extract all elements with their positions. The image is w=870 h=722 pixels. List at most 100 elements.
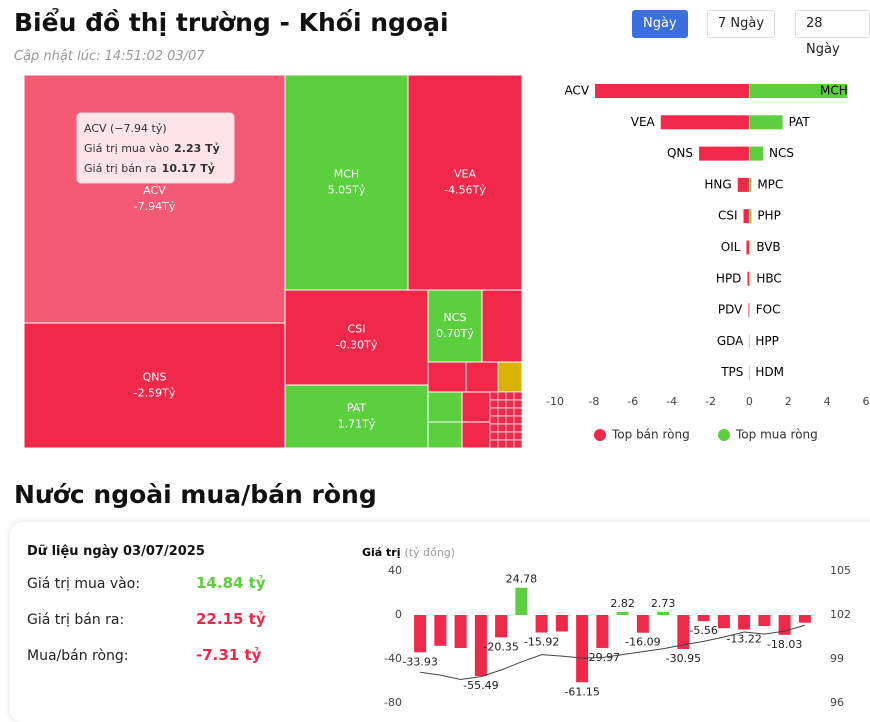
category-label: HBC [756,271,781,285]
x-tick-label: -2 [705,395,716,408]
treemap-small [506,400,514,408]
bar [617,612,629,615]
tile-name: CSI [348,323,366,336]
treemap-tile [285,385,428,448]
treemap-small [490,424,498,432]
bar [799,615,811,623]
bar [536,615,548,633]
x-tick-label: 2 [785,395,792,408]
bar [595,84,749,98]
bar [556,615,568,632]
tooltip-line: Giá trị bán ra 10.17 Tỷ [84,162,215,175]
legend-label: Top bán ròng [611,428,690,442]
treemap-small [482,290,522,362]
data-label: -15.92 [524,636,559,649]
treemap-small [514,408,522,416]
tile-name: VEA [454,168,476,181]
tab[interactable]: 7 Ngày [707,10,775,38]
category-label: OIL [721,240,741,254]
summary-label: Giá trị mua vào: [27,576,140,592]
bar [657,612,669,615]
y-tick-label: 40 [388,564,402,577]
treemap-small [498,408,506,416]
tooltip-line: ACV (−7.94 tỷ) [84,122,167,135]
category-label: HDM [755,365,784,379]
treemap-small [490,440,498,448]
bar [455,615,467,648]
treemap-small [498,432,506,440]
bar [699,147,749,161]
summary-value: -7.31 tỷ [196,646,261,664]
bar [637,615,649,633]
bar [749,115,782,129]
treemap-small [506,416,514,424]
bar [738,178,750,192]
treemap-tile [428,290,482,362]
tab[interactable]: Ngày [632,10,688,38]
category-label: HPD [716,271,742,285]
legend-label: Top mua ròng [735,428,818,442]
bar [434,615,446,646]
category-label: TPS [720,365,743,379]
treemap-small [514,400,522,408]
bar [515,588,527,615]
axis-unit: (tỷ đồng) [405,546,456,559]
tooltip-value: 2.23 Tỷ [174,142,220,155]
treemap-small [498,424,506,432]
bar [749,147,763,161]
x-tick-label: 0 [746,395,753,408]
data-label: -5.56 [689,624,717,637]
bar [718,615,730,628]
tile-value: 1.71Tỷ [338,418,376,431]
treemap-small [428,392,462,422]
category-label: PHP [757,209,781,223]
tile-name: PAT [347,402,367,415]
tile-value: 0.70Tỷ [436,327,474,340]
treemap-small [428,422,462,448]
treemap-small [490,392,498,400]
data-label: -55.49 [463,679,498,692]
tile-name: QNS [143,371,167,384]
tile-value: 5.05Tỷ [328,184,366,197]
category-label: QNS [667,146,693,160]
data-label: -18.03 [767,638,802,651]
y2-tick-label: 102 [830,608,851,621]
tab[interactable]: 28 Ngày [795,10,870,38]
category-label: VEA [631,115,656,129]
treemap-small [462,392,490,422]
legend-marker [718,429,730,441]
x-tick-label: -10 [546,395,564,408]
bar [661,115,750,129]
category-label: HNG [704,177,731,191]
bar [414,615,426,652]
category-label: PAT [789,115,811,129]
tile-value: -7.94Tỷ [134,200,176,213]
data-label: 2.73 [651,597,676,610]
category-label: HPP [755,334,779,348]
data-label: -20.35 [483,640,518,653]
treemap-small [498,400,506,408]
treemap-small [498,392,506,400]
x-tick-label: -8 [588,395,599,408]
y-tick-label: -40 [384,652,402,665]
summary-label: Mua/bán ròng: [27,648,129,664]
data-label: 2.82 [610,597,635,610]
treemap-small [506,440,514,448]
tooltip-value: 10.17 Tỷ [162,162,215,175]
tooltip-label: ACV (−7.94 tỷ) [84,122,167,135]
category-label: NCS [769,146,794,160]
treemap-small [428,362,466,392]
tile-name: MCH [334,168,359,181]
data-label: -61.15 [564,685,599,698]
tooltip-label: Giá trị bán ra [84,162,157,175]
category-label: BVB [756,240,780,254]
legend-marker [594,429,606,441]
y2-tick-label: 105 [830,564,851,577]
treemap-small [506,392,514,400]
tile-value: -0.30Tỷ [336,339,378,352]
x-tick-label: -4 [666,395,677,408]
summary-label: Giá trị bán ra: [27,612,124,628]
